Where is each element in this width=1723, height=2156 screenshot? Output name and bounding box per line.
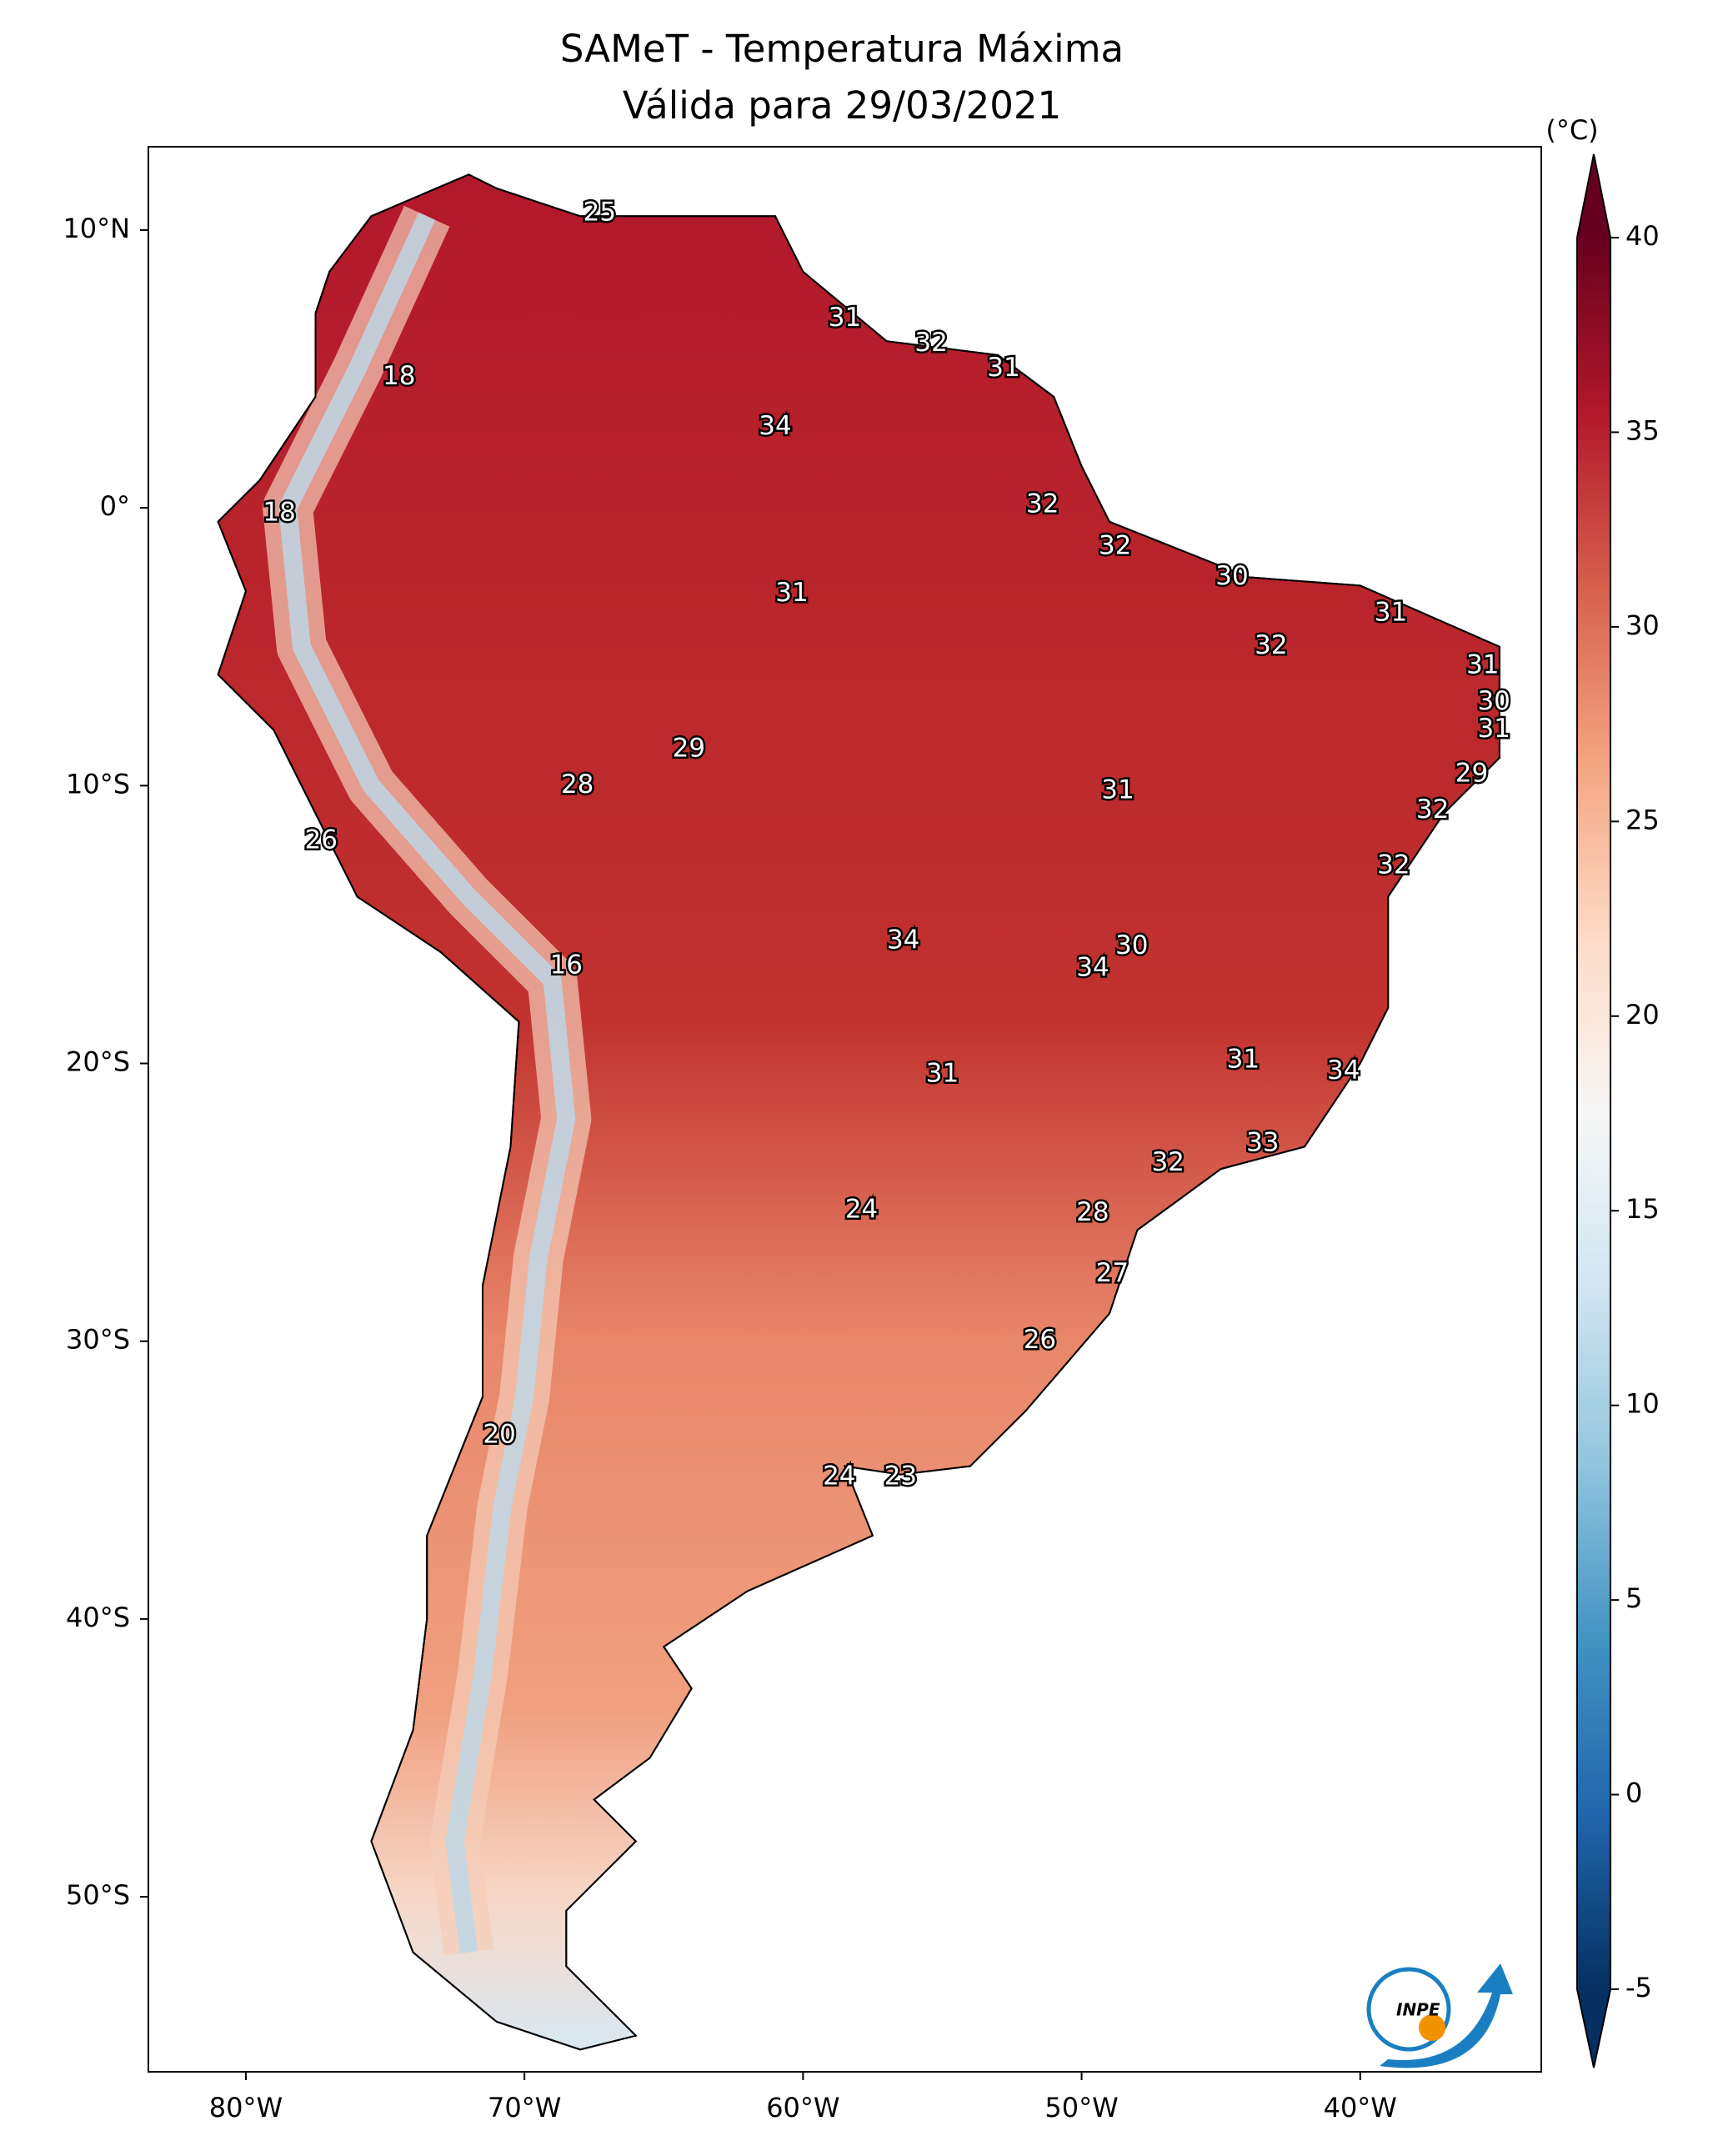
y-tick-label: 0° (100, 490, 130, 522)
colorbar-tick-label: -5 (1625, 1972, 1652, 2003)
coastline (217, 173, 1500, 2051)
x-tick-label: 50°W (1044, 2092, 1118, 2123)
colorbar-tick-label: 30 (1625, 609, 1660, 641)
y-tick-label: 10°N (63, 213, 130, 244)
temperature-label: 18 (263, 497, 295, 527)
temperature-label: 32 (1377, 850, 1410, 880)
logo-text: INPE (1396, 2000, 1440, 2020)
x-tick-label: 80°W (209, 2092, 283, 2123)
colorbar-extend-top (1577, 154, 1610, 238)
temperature-label: 31 (987, 353, 1019, 383)
logo: INPE (1366, 1963, 1513, 2068)
temperature-label: 32 (1416, 795, 1449, 825)
temperature-label: 31 (775, 578, 808, 608)
y-tick-label: 20°S (66, 1046, 130, 1078)
colorbar-tick-label: 5 (1625, 1582, 1642, 1614)
temperature-label: 28 (1076, 1197, 1109, 1227)
temperature-label: 31 (926, 1058, 959, 1088)
temperature-label: 29 (1455, 759, 1488, 789)
colorbar-tick-label: 25 (1625, 804, 1660, 835)
subtitle: Válida para 29/03/2021 (623, 83, 1061, 128)
colorbar-tick-label: 40 (1625, 220, 1660, 252)
colorbar-tick-label: 35 (1625, 414, 1660, 446)
temperature-label: 25 (584, 197, 616, 227)
colorbar-tick-label: 15 (1625, 1193, 1660, 1225)
y-tick-label: 40°S (66, 1602, 130, 1633)
temperature-label: 31 (829, 303, 861, 333)
temperature-label: 34 (759, 411, 791, 441)
colorbar-label: (°C) (1545, 114, 1598, 146)
temperature-label: 31 (1375, 597, 1407, 627)
y-tick-label: 30°S (66, 1324, 130, 1356)
temperature-label: 34 (1327, 1055, 1360, 1086)
temperature-label: 27 (1096, 1258, 1129, 1288)
temperature-label: 18 (383, 361, 415, 391)
x-tick-label: 70°W (488, 2092, 561, 2123)
colorbar-tick-label: 10 (1625, 1388, 1660, 1420)
colorbar-tick-label: 20 (1625, 999, 1660, 1030)
temperature-label: 31 (1477, 714, 1510, 744)
temperature-label: 31 (1466, 650, 1499, 680)
title: SAMeT - Temperatura Máxima (560, 27, 1124, 71)
temperature-label: 24 (845, 1195, 878, 1225)
temperature-label: 33 (1246, 1128, 1279, 1158)
temperature-label: 26 (1024, 1325, 1056, 1355)
temperature-label: 16 (550, 950, 583, 980)
temperature-label: 31 (1227, 1045, 1260, 1075)
x-tick-label: 40°W (1324, 2092, 1397, 2123)
temperature-label: 32 (1026, 489, 1059, 519)
temperature-label: 31 (1101, 775, 1134, 805)
x-tick-label: 60°W (766, 2092, 839, 2123)
temperature-label: 29 (673, 734, 705, 764)
temperature-label: 20 (483, 1419, 515, 1449)
temperature-label: 30 (1215, 561, 1248, 591)
temperature-label: 28 (561, 770, 594, 800)
land (217, 173, 1500, 2051)
temperature-label: 32 (914, 328, 947, 358)
y-tick-label: 10°S (66, 768, 130, 800)
y-tick-label: 50°S (66, 1879, 130, 1911)
temperature-label: 34 (1076, 953, 1109, 983)
andes-core (278, 212, 576, 1954)
map-area (217, 173, 1500, 2051)
temperature-label: 34 (887, 925, 919, 955)
temperature-label: 23 (884, 1461, 917, 1491)
temperature-label: 26 (304, 825, 337, 855)
temperature-label: 32 (1255, 630, 1287, 660)
temperature-label: 32 (1151, 1147, 1184, 1177)
temperature-label: 30 (1115, 930, 1148, 960)
colorbar-tick-label: 0 (1625, 1777, 1642, 1809)
temperature-label: 24 (823, 1461, 855, 1491)
colorbar (1577, 238, 1610, 1989)
temperature-label: 32 (1099, 530, 1131, 560)
axes-frame (148, 146, 1542, 2073)
temperature-label: 30 (1477, 686, 1510, 716)
colorbar-extend-bottom (1577, 1989, 1610, 2068)
